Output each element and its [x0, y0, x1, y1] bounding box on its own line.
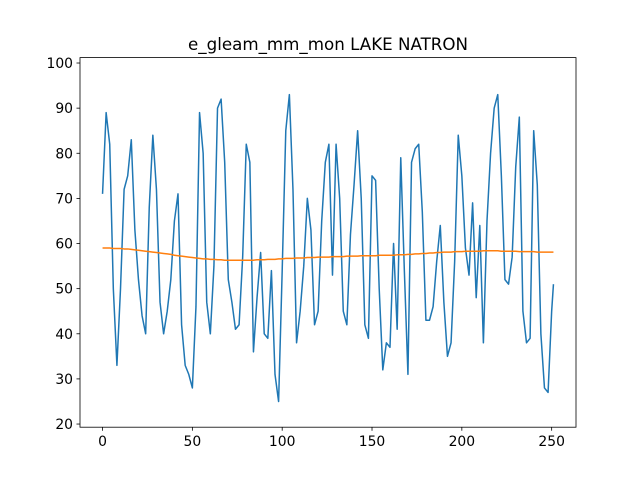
x-tick-label: 50	[184, 434, 202, 450]
x-tick-label: 200	[449, 434, 476, 450]
y-tick-label: 60	[55, 237, 73, 253]
x-tick-label: 150	[359, 434, 386, 450]
x-tick-label: 250	[538, 434, 565, 450]
y-tick-label: 90	[55, 101, 73, 117]
y-tick-label: 80	[55, 146, 73, 162]
x-tick-label: 100	[269, 434, 296, 450]
line-series	[101, 93, 555, 403]
x-tick-label: 0	[98, 434, 107, 450]
y-tick-label: 70	[55, 191, 73, 207]
plot-frame	[79, 57, 577, 428]
y-tick-label: 40	[55, 327, 73, 343]
y-tick-label: 30	[55, 372, 73, 388]
y-tick-label: 100	[46, 56, 73, 72]
chart-title: e_gleam_mm_mon LAKE NATRON	[188, 34, 468, 55]
line-series	[102, 247, 554, 261]
y-tick-label: 50	[55, 282, 73, 298]
y-tick-label: 20	[55, 417, 73, 433]
